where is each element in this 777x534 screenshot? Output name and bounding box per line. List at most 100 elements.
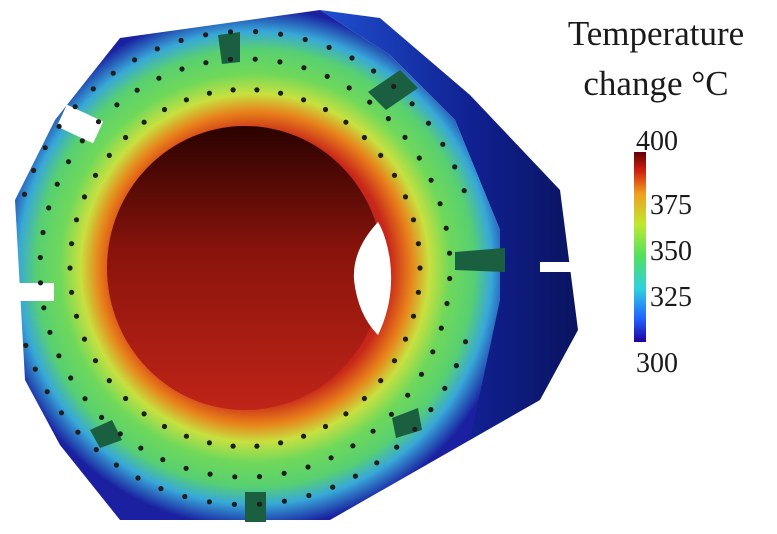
cooling-hole (374, 460, 380, 466)
cooling-hole (301, 65, 307, 71)
colorbar-tick-350: 350 (650, 236, 692, 267)
cooling-hole (95, 119, 102, 125)
cooling-hole (123, 134, 129, 141)
cooling-hole (41, 305, 47, 311)
cooling-hole (447, 275, 453, 282)
legend-title-line1: Temperature (567, 14, 745, 53)
colorbar-tick-300: 300 (636, 348, 678, 379)
cooling-hole (416, 155, 422, 161)
cooling-hole (254, 87, 260, 93)
cooling-hole (40, 229, 46, 236)
cooling-hole (256, 474, 263, 480)
colorbar-tick-400: 400 (636, 126, 678, 157)
cooling-hole (278, 440, 284, 446)
cooling-hole (391, 358, 398, 364)
legend-title-line2: change °C (583, 64, 729, 103)
cooling-hole (73, 313, 80, 319)
cooling-hole (227, 56, 234, 63)
cooling-hole (58, 410, 65, 416)
cooling-hole (378, 152, 384, 158)
cooling-hole (231, 501, 237, 507)
cooling-hole (134, 87, 140, 93)
cooling-hole (437, 201, 443, 207)
cooling-hole (135, 475, 141, 481)
colorbar-tick-375: 375 (650, 190, 692, 221)
cooling-hole (388, 411, 395, 417)
cooling-hole (232, 474, 238, 480)
cooling-hole (81, 194, 88, 200)
cooling-hole (82, 396, 88, 402)
cooling-hole (65, 159, 72, 165)
cooling-hole (302, 36, 308, 43)
cooling-hole (158, 486, 164, 492)
cooling-hole (179, 66, 185, 72)
cooling-hole (328, 455, 334, 461)
cooling-hole (183, 97, 189, 103)
cooling-hole (385, 116, 391, 122)
cooling-hole (21, 191, 28, 197)
cooling-hole (161, 106, 168, 113)
cooling-hole (132, 57, 138, 63)
cooling-hole (178, 37, 184, 44)
cooling-hole (428, 407, 434, 413)
cooling-hole (438, 325, 444, 331)
cooling-hole (54, 181, 60, 187)
cooling-hole (440, 141, 446, 147)
bore-opening (353, 222, 392, 335)
cooling-hole (301, 97, 307, 103)
cooling-hole (281, 498, 287, 504)
cooling-hole (81, 336, 88, 342)
cooling-hole (75, 429, 81, 435)
cooling-hole (428, 177, 434, 183)
cooling-hole (415, 241, 421, 247)
cooling-hole (252, 56, 258, 62)
cooling-hole (410, 217, 417, 223)
cooling-hole (44, 389, 50, 395)
cooling-hole (46, 205, 52, 211)
cooling-hole (32, 366, 38, 372)
cooling-hole (42, 145, 48, 151)
cooling-hole (207, 471, 213, 477)
cooling-holes (21, 29, 469, 507)
cooling-hole (183, 433, 189, 439)
cooling-hole (92, 172, 99, 178)
cooling-hole (350, 443, 356, 449)
cooling-hole (343, 411, 349, 417)
cooling-hole (93, 447, 99, 453)
edge-notches (90, 32, 505, 522)
cooling-hole (371, 68, 377, 74)
cooling-hole (30, 167, 37, 173)
cooling-hole (322, 423, 329, 430)
cooling-hole (361, 134, 367, 141)
cooling-hole (391, 172, 398, 178)
cooling-hole (138, 445, 144, 451)
cooling-hole (306, 492, 312, 499)
cooling-hole (156, 75, 162, 81)
cooling-hole (69, 289, 75, 295)
cooling-hole (330, 484, 336, 490)
edge-slots (12, 104, 580, 301)
cooling-hole (110, 70, 116, 76)
cooling-hole (305, 464, 311, 470)
cooling-hole (160, 457, 166, 463)
cooling-hole (203, 32, 209, 38)
cooling-hole (446, 250, 453, 256)
cooling-hole (278, 90, 284, 96)
cooling-hole (68, 375, 74, 381)
cooling-hole (444, 300, 450, 307)
cooling-hole (301, 433, 307, 439)
cooling-hole (230, 443, 236, 449)
cooling-hole (72, 104, 78, 110)
cooling-hole (183, 465, 189, 471)
cooling-hole (417, 265, 423, 271)
cooling-hole (37, 280, 44, 286)
cooling-hole (453, 363, 459, 369)
cooling-hole (154, 46, 160, 52)
cooling-hole (106, 152, 112, 158)
cooling-hole (405, 392, 411, 398)
cooling-hole (69, 241, 75, 247)
cooling-hole (47, 329, 53, 335)
cooling-hole (415, 289, 421, 295)
cooling-hole (361, 395, 367, 402)
cooling-hole (461, 188, 467, 194)
